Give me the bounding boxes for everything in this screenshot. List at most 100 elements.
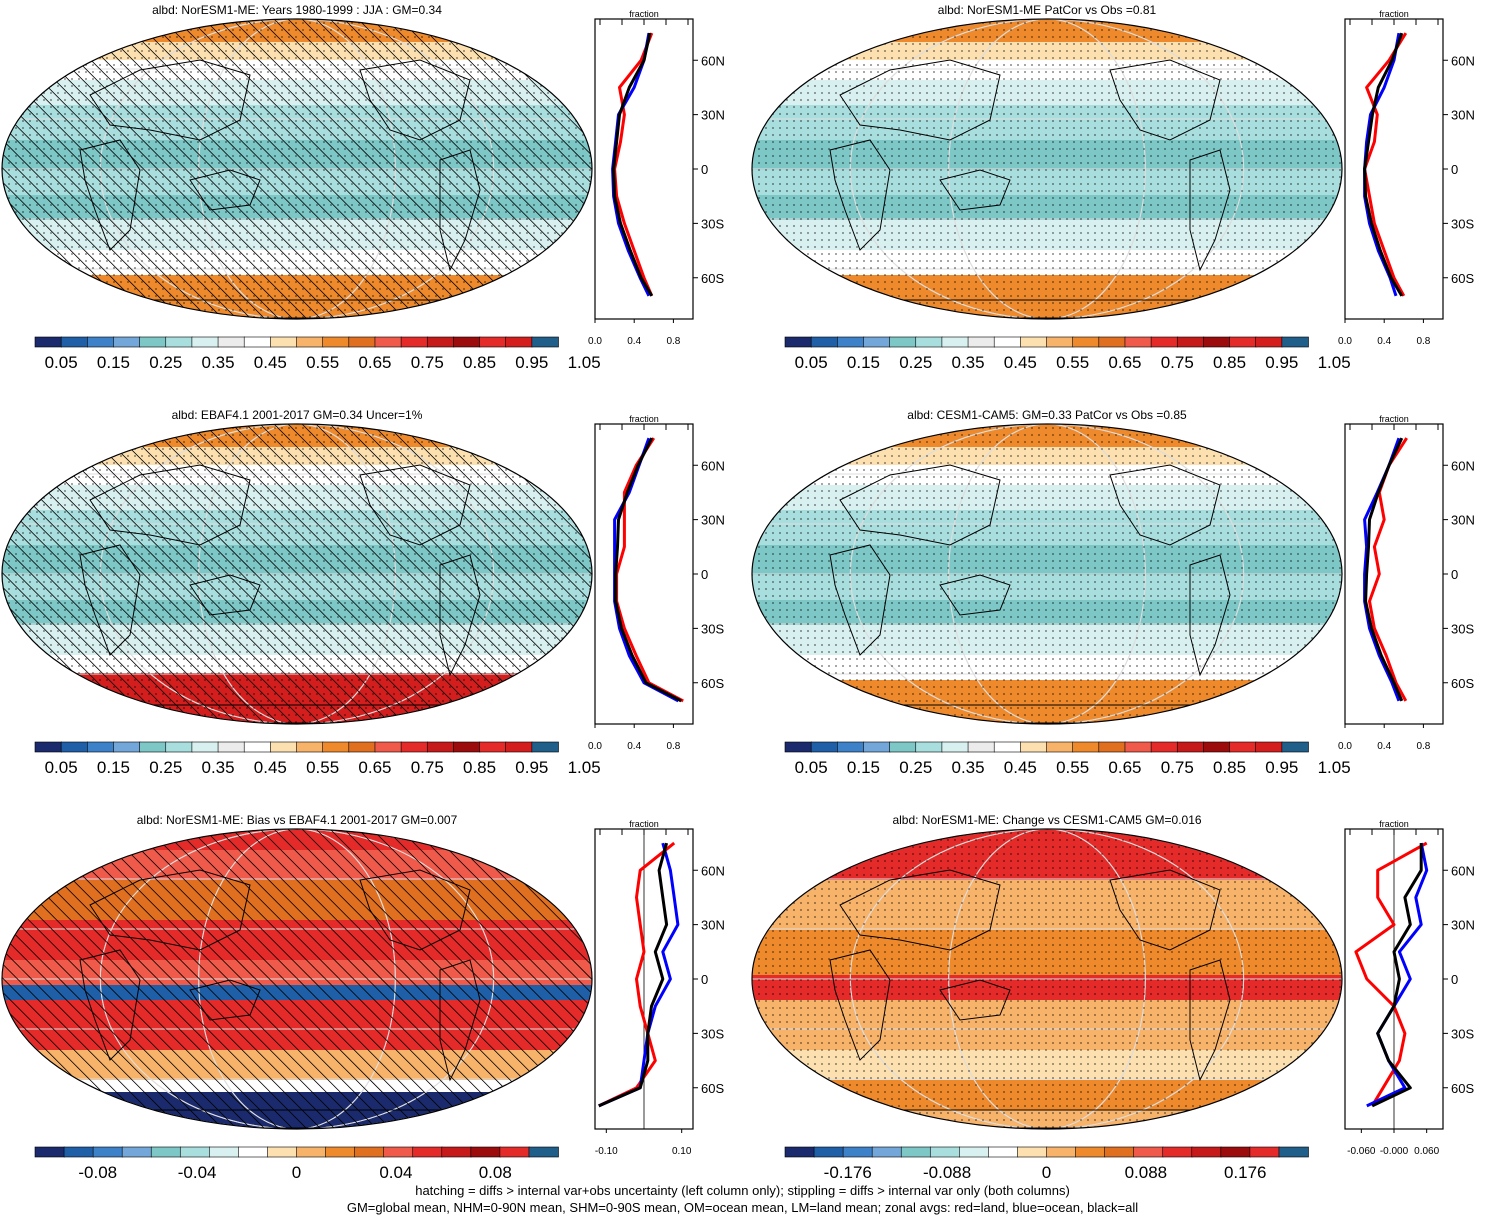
panel-p3: albd: EBAF4.1 2001-2017 GM=0.34 Uncer=1%…: [0, 405, 742, 810]
colorbar-swatch: [837, 336, 865, 348]
colorbar-swatch: [967, 741, 996, 753]
zonal-tick-label: 0.4: [1377, 741, 1391, 752]
zonal-tick-label: 0.8: [1416, 741, 1430, 752]
colorbar-swatch: [1255, 741, 1283, 753]
zonal-series-all: [1363, 32, 1404, 297]
colorbar-swatch: [354, 1146, 385, 1158]
map-band: [2, 1000, 592, 1050]
colorbar-label: 0.65: [1108, 758, 1141, 777]
map-field: [2, 829, 592, 1129]
colorbar-label: 0.15: [97, 758, 130, 777]
hatch-line: [231, 829, 533, 1129]
colorbar-label: 0.04: [379, 1163, 412, 1182]
lat-label: 60N: [1451, 53, 1475, 68]
colorbar-swatch: [374, 741, 402, 753]
hatch-line: [441, 829, 592, 1129]
hatch-line: [147, 829, 449, 1129]
colorbar-swatch: [784, 336, 812, 348]
colorbar-swatch: [179, 1146, 211, 1158]
hatch-line: [203, 829, 505, 1129]
colorbar-label: -0.088: [923, 1163, 971, 1182]
hatch-line: [2, 829, 211, 1129]
stipple-layer: [752, 19, 1342, 319]
colorbar-label: 0: [292, 1163, 301, 1182]
lat-label: 60N: [701, 458, 725, 473]
hatch-line: [2, 829, 183, 1129]
colorbar-swatch: [60, 741, 89, 753]
hatch-line: [385, 829, 592, 1129]
colorbar-swatch: [889, 741, 917, 753]
hatch-line: [189, 829, 491, 1129]
colorbar-label: 0.75: [1161, 758, 1194, 777]
colorbar-swatch: [296, 1146, 327, 1158]
colorbar-swatch: [1072, 741, 1100, 753]
zonal-tick-label: 0.10: [672, 1146, 692, 1157]
colorbar-swatch: [87, 336, 115, 348]
hatch-line: [343, 829, 592, 1129]
colorbar-label: 0.55: [1056, 353, 1089, 372]
coastline: [189, 979, 261, 1021]
zonal-tick-label: -0.10: [595, 1146, 618, 1157]
hatch-line: [427, 829, 592, 1129]
lat-label: 0: [1451, 162, 1458, 177]
colorbar-swatch: [988, 1146, 1019, 1158]
panel-p2: albd: NorESM1-ME PatCor vs Obs =0.81 0.05…: [750, 0, 1485, 405]
colorbar-swatch: [412, 1146, 443, 1158]
colorbar-swatch: [270, 741, 298, 753]
map-border: [1, 828, 593, 1130]
lat-label: 30N: [1451, 918, 1475, 933]
colorbar-swatch: [915, 336, 943, 348]
colorbar-swatch: [993, 336, 1022, 348]
colorbar-label: 0.176: [1224, 1163, 1267, 1182]
coastline: [89, 869, 251, 951]
colorbar-swatch: [217, 741, 246, 753]
lat-label: 60N: [1451, 458, 1475, 473]
panel-svg: albd: NorESM1-ME: Change vs CESM1-CAM5 G…: [751, 813, 1475, 1182]
colorbar-swatch: [1046, 336, 1074, 348]
colorbar-label: 0.75: [411, 758, 444, 777]
lat-label: 30N: [701, 108, 725, 123]
lat-label: 0: [1451, 972, 1458, 987]
colorbar-swatch: [531, 336, 559, 348]
colorbar-swatch: [842, 1146, 873, 1158]
colorbar-label: 0.55: [1056, 758, 1089, 777]
hatch-line: [133, 829, 435, 1129]
colorbar-swatch: [1046, 1146, 1077, 1158]
lat-label: 60N: [701, 863, 725, 878]
panel-svg: albd: EBAF4.1 2001-2017 GM=0.34 Uncer=1%…: [1, 408, 725, 777]
colorbar-swatch: [813, 1146, 844, 1158]
colorbar-swatch: [1150, 336, 1179, 348]
colorbar-swatch: [1017, 1146, 1048, 1158]
colorbar-swatch: [784, 1146, 815, 1158]
colorbar-swatch: [479, 741, 507, 753]
zonal-series-land: [1368, 437, 1408, 702]
stipple-layer: [2, 19, 592, 319]
colorbar-label: 0.15: [847, 758, 880, 777]
colorbar-label: 0.65: [1108, 353, 1141, 372]
colorbar-swatch: [1249, 1146, 1280, 1158]
colorbar-swatch: [374, 336, 402, 348]
colorbar-swatch: [889, 336, 917, 348]
colorbar-label: 0.95: [515, 353, 548, 372]
colorbar-swatch: [479, 336, 507, 348]
colorbar-swatch: [1020, 336, 1048, 348]
colorbar-swatch: [993, 741, 1022, 753]
panel-svg: albd: NorESM1-ME PatCor vs Obs =0.81 0.05…: [751, 3, 1475, 372]
map-field: [2, 424, 592, 724]
colorbar-swatch: [243, 741, 272, 753]
colorbar-swatch: [348, 336, 376, 348]
zonal-tick-label: 0.0: [1338, 336, 1352, 347]
zonal-series-all: [1364, 437, 1404, 702]
colorbar-swatch: [1191, 1146, 1222, 1158]
colorbar-label: 0.55: [306, 758, 339, 777]
zonal-series-ocean: [1363, 437, 1401, 702]
colorbar-swatch: [426, 336, 455, 348]
lat-label: 30S: [701, 1026, 724, 1041]
zonal-xlabel: fraction: [629, 819, 659, 829]
colorbar-swatch: [1281, 741, 1309, 753]
zonal-tick-label: 0.0: [588, 336, 602, 347]
colorbar-swatch: [217, 336, 246, 348]
colorbar-swatch: [810, 741, 839, 753]
colorbar-swatch: [238, 1146, 269, 1158]
colorbar-swatch: [322, 741, 350, 753]
